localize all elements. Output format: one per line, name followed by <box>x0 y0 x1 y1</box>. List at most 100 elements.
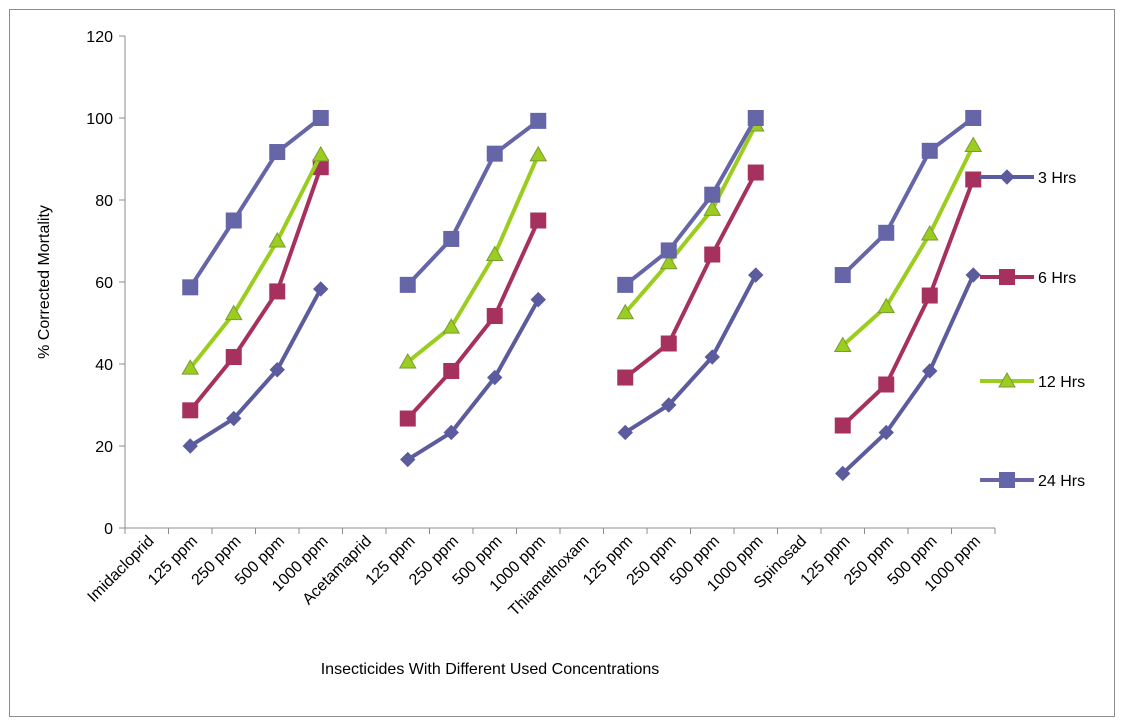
data-point-12-hrs <box>659 253 678 270</box>
data-point-12-hrs <box>442 318 461 334</box>
series-line-12-hrs <box>188 153 323 370</box>
data-point-3-hrs <box>400 451 416 468</box>
data-point-3-hrs <box>661 397 677 413</box>
data-point-3-hrs <box>313 281 329 297</box>
y-tick-label: 20 <box>95 439 113 456</box>
data-point-24-hrs <box>399 276 416 293</box>
series-line-3-hrs <box>189 288 323 448</box>
data-point-6-hrs <box>269 283 286 300</box>
series-line-6-hrs <box>841 178 976 427</box>
series-line-6-hrs <box>624 171 758 380</box>
series-24-hrs <box>182 110 982 296</box>
data-point-3-hrs <box>748 267 764 283</box>
x-axis-title: Insecticides With Different Used Concent… <box>321 661 660 678</box>
series-line-24-hrs <box>406 119 540 287</box>
data-point-12-hrs <box>616 303 635 320</box>
data-point-3-hrs <box>226 410 242 427</box>
data-point-12-hrs <box>964 136 983 152</box>
data-point-3-hrs <box>443 424 459 441</box>
data-point-3-hrs <box>530 291 546 308</box>
data-point-6-hrs <box>834 417 851 434</box>
series-line-24-hrs <box>188 116 322 289</box>
data-point-3-hrs <box>922 363 938 379</box>
data-point-3-hrs <box>704 349 720 365</box>
data-point-12-hrs <box>181 359 200 375</box>
data-point-6-hrs <box>878 376 895 393</box>
data-point-3-hrs <box>487 369 503 386</box>
data-point-12-hrs <box>703 200 722 216</box>
data-point-24-hrs <box>834 267 851 284</box>
y-tick-label: 60 <box>95 275 113 292</box>
series-line-12-hrs <box>623 124 758 315</box>
data-point-24-hrs <box>530 112 547 129</box>
data-point-12-hrs <box>224 304 243 321</box>
data-point-6-hrs <box>617 369 634 386</box>
data-point-6-hrs <box>530 212 547 229</box>
series-line-12-hrs <box>841 144 976 348</box>
series-line-12-hrs <box>406 154 541 364</box>
legend-label: 3 Hrs <box>1038 170 1076 187</box>
y-axis-title: % Corrected Mortality <box>36 205 53 359</box>
data-point-12-hrs <box>920 225 939 241</box>
data-point-12-hrs <box>485 245 504 262</box>
data-point-24-hrs <box>269 144 286 161</box>
legend-marker <box>998 371 1016 388</box>
data-point-24-hrs <box>443 230 460 247</box>
data-point-6-hrs <box>443 362 460 379</box>
data-point-12-hrs <box>311 145 330 162</box>
series-line-24-hrs <box>624 117 758 287</box>
data-point-3-hrs <box>835 465 851 482</box>
y-tick-label: 40 <box>95 357 113 374</box>
data-point-24-hrs <box>660 242 677 259</box>
legend-item-3-hrs: 3 Hrs <box>980 169 1076 187</box>
data-point-24-hrs <box>965 110 982 126</box>
series-3-hrs <box>182 267 981 482</box>
data-point-6-hrs <box>225 349 242 366</box>
data-point-3-hrs <box>617 424 633 441</box>
series-6-hrs <box>182 159 982 434</box>
legend-label: 12 Hrs <box>1038 374 1085 391</box>
series-12-hrs <box>181 115 983 375</box>
legend-item-12-hrs: 12 Hrs <box>980 371 1085 391</box>
y-tick-label: 0 <box>104 521 113 538</box>
y-ticks: 0 20 40 60 80 100 120 <box>86 29 125 538</box>
series <box>181 110 983 482</box>
series-line-6-hrs <box>188 166 323 412</box>
data-point-6-hrs <box>182 402 199 419</box>
data-point-24-hrs <box>182 279 199 296</box>
data-point-24-hrs <box>312 110 329 126</box>
data-point-6-hrs <box>747 164 764 181</box>
data-point-6-hrs <box>704 246 721 263</box>
data-point-24-hrs <box>486 145 503 162</box>
data-point-3-hrs <box>878 424 894 441</box>
data-point-6-hrs <box>965 171 982 188</box>
series-line-24-hrs <box>841 116 975 277</box>
y-tick-label: 100 <box>86 111 113 128</box>
data-point-3-hrs <box>269 362 285 378</box>
legend-marker <box>999 169 1015 185</box>
data-point-24-hrs <box>225 212 242 229</box>
legend: 3 Hrs 6 Hrs 12 Hrs 24 Hrs <box>980 169 1085 490</box>
chart-border <box>9 9 1115 717</box>
data-point-24-hrs <box>617 276 634 293</box>
data-point-6-hrs <box>399 410 416 427</box>
series-line-3-hrs <box>841 274 976 475</box>
legend-label: 6 Hrs <box>1038 270 1076 287</box>
data-point-3-hrs <box>182 438 198 454</box>
data-point-12-hrs <box>833 336 852 353</box>
data-point-24-hrs <box>921 142 938 159</box>
data-point-12-hrs <box>529 145 548 162</box>
data-point-3-hrs <box>965 267 981 283</box>
legend-item-6-hrs: 6 Hrs <box>980 269 1076 287</box>
data-point-24-hrs <box>878 224 895 241</box>
data-point-6-hrs <box>486 308 503 325</box>
data-point-24-hrs <box>704 186 721 203</box>
legend-label: 24 Hrs <box>1038 473 1085 490</box>
y-tick-label: 120 <box>86 29 113 46</box>
data-point-12-hrs <box>398 352 417 369</box>
data-point-24-hrs <box>747 110 764 126</box>
legend-marker <box>999 472 1015 488</box>
data-point-6-hrs <box>660 335 677 352</box>
